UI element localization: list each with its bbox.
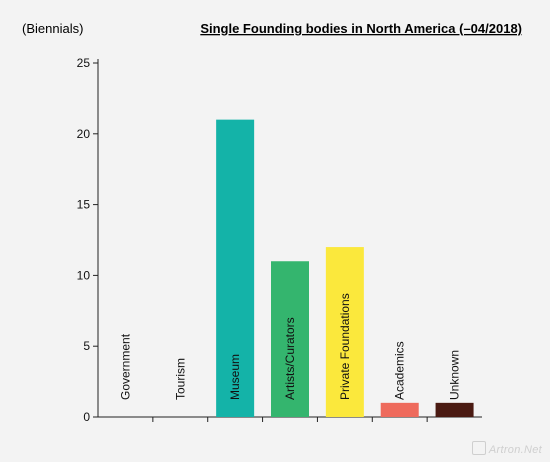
bar bbox=[380, 402, 419, 417]
category-label: Museum bbox=[228, 354, 242, 400]
bar bbox=[325, 247, 364, 417]
y-tick-label: 10 bbox=[77, 268, 91, 282]
category-label: Artists/Curators bbox=[283, 317, 297, 400]
bars: Government Tourism Museum Artists/Curators P… bbox=[118, 119, 474, 417]
bar bbox=[216, 119, 255, 417]
y-axis-label: (Biennials) bbox=[22, 21, 83, 36]
category-label: Tourism bbox=[173, 358, 187, 400]
category-label: Private Foundations bbox=[338, 293, 352, 400]
y-tick-label: 15 bbox=[77, 198, 91, 212]
category-label: Unknown bbox=[448, 350, 462, 400]
y-tick-label: 0 bbox=[83, 410, 90, 424]
category-label: Academics bbox=[393, 341, 407, 400]
watermark-logo-icon bbox=[471, 441, 486, 455]
y-tick-label: 5 bbox=[83, 339, 90, 353]
bar bbox=[271, 261, 309, 417]
y-tick-label: 20 bbox=[77, 127, 91, 141]
watermark: Artron.Net bbox=[471, 441, 542, 456]
y-tick-label: 25 bbox=[77, 56, 91, 70]
watermark-text: Artron.Net bbox=[488, 444, 542, 456]
category-label: Government bbox=[118, 333, 132, 400]
bar bbox=[435, 402, 474, 417]
chart-title: Single Founding bodies in North America … bbox=[200, 21, 522, 36]
